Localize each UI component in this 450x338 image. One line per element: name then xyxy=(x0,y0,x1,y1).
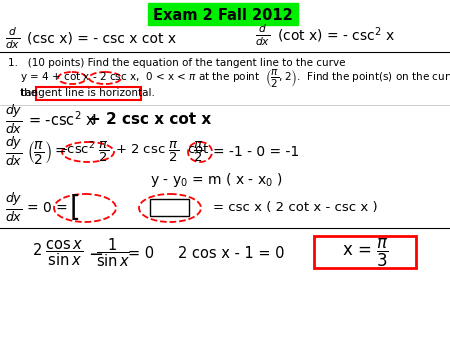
Text: = csc x ( 2 cot x - csc x ): = csc x ( 2 cot x - csc x ) xyxy=(213,201,378,215)
Text: $\frac{dy}{dx}$: $\frac{dy}{dx}$ xyxy=(5,104,23,136)
Text: (cot x) = - csc$^2$ x: (cot x) = - csc$^2$ x xyxy=(277,25,395,45)
Text: x = $\dfrac{\pi}{3}$: x = $\dfrac{\pi}{3}$ xyxy=(342,237,388,269)
Text: = -csc$^2$ x: = -csc$^2$ x xyxy=(28,111,101,129)
Text: $\dfrac{1}{\sin x}$: $\dfrac{1}{\sin x}$ xyxy=(96,237,130,269)
Text: -csc$^2$ $\dfrac{\pi}{2}$: -csc$^2$ $\dfrac{\pi}{2}$ xyxy=(62,140,109,164)
Text: + 2 csc x cot x: + 2 csc x cot x xyxy=(88,113,211,127)
Text: $\frac{dy}{dx}$: $\frac{dy}{dx}$ xyxy=(5,136,23,168)
FancyBboxPatch shape xyxy=(314,236,416,268)
Text: =: = xyxy=(54,145,66,159)
Text: $-$: $-$ xyxy=(88,244,103,262)
Text: y = 4 + cot x - 2 csc x,  0 < x < $\pi$ at the point  $\left(\dfrac{\pi}{2}, 2\r: y = 4 + cot x - 2 csc x, 0 < x < $\pi$ a… xyxy=(20,67,450,89)
Text: [: [ xyxy=(70,194,81,222)
Text: $\left(\dfrac{\pi}{2}\right)$: $\left(\dfrac{\pi}{2}\right)$ xyxy=(27,139,52,166)
Text: tangent line is horizontal.: tangent line is horizontal. xyxy=(21,88,155,98)
Text: + 2 csc $\dfrac{\pi}{2}$  cot: + 2 csc $\dfrac{\pi}{2}$ cot xyxy=(115,140,210,164)
FancyBboxPatch shape xyxy=(149,198,189,216)
Text: $\dfrac{\pi}{2}$: $\dfrac{\pi}{2}$ xyxy=(193,140,203,164)
Text: $\frac{d}{dx}$: $\frac{d}{dx}$ xyxy=(255,22,270,48)
Text: $\frac{dy}{dx}$: $\frac{dy}{dx}$ xyxy=(5,192,23,224)
Text: Exam 2 Fall 2012: Exam 2 Fall 2012 xyxy=(153,7,293,23)
Text: 2 $\dfrac{\cos x}{\sin x}$: 2 $\dfrac{\cos x}{\sin x}$ xyxy=(32,238,84,268)
Text: = 0 =: = 0 = xyxy=(27,201,68,215)
Text: 2 cos x - 1 = 0: 2 cos x - 1 = 0 xyxy=(178,245,284,261)
Text: 1.   (10 points) Find the equation of the tangent line to the curve: 1. (10 points) Find the equation of the … xyxy=(8,58,346,68)
Text: $\frac{d}{dx}$: $\frac{d}{dx}$ xyxy=(5,25,20,51)
Text: y - y$_0$ = m ( x - x$_0$ ): y - y$_0$ = m ( x - x$_0$ ) xyxy=(150,171,283,189)
FancyBboxPatch shape xyxy=(36,87,140,99)
Text: (csc x) = - csc x cot x: (csc x) = - csc x cot x xyxy=(27,31,176,45)
Text: = 0: = 0 xyxy=(128,245,154,261)
FancyBboxPatch shape xyxy=(148,3,298,25)
Text: = -1 - 0 = -1: = -1 - 0 = -1 xyxy=(213,145,299,159)
Text: the: the xyxy=(20,88,40,98)
